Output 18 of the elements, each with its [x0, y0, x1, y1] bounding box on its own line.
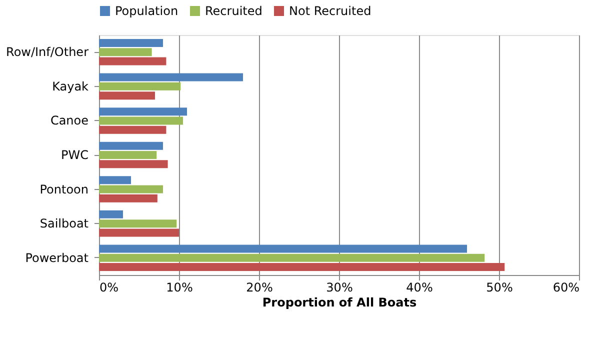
- y-tick-label: PWC: [61, 148, 88, 162]
- y-tick-label: Kayak: [52, 79, 89, 94]
- x-tick-label: 60%: [552, 280, 580, 294]
- x-tick-label: 40%: [406, 280, 433, 294]
- y-tick-label: Powerboat: [25, 250, 89, 265]
- legend-label: Population: [115, 4, 178, 18]
- x-tick-label: 0%: [100, 280, 119, 294]
- x-tick-label: 10%: [166, 280, 193, 294]
- legend-label: Recruited: [205, 4, 262, 18]
- x-tick-label: 30%: [326, 280, 353, 294]
- x-tick-label: 20%: [246, 280, 273, 294]
- y-tick-label: Canoe: [50, 114, 88, 128]
- x-axis-title: Proportion of All Boats: [262, 296, 417, 310]
- y-tick-label: Pontoon: [40, 182, 88, 196]
- x-tick-label: 50%: [486, 280, 513, 294]
- legend-label: Not Recruited: [289, 4, 372, 18]
- y-tick-label: Row/Inf/Other: [6, 45, 89, 60]
- y-tick-label: Sailboat: [40, 216, 89, 231]
